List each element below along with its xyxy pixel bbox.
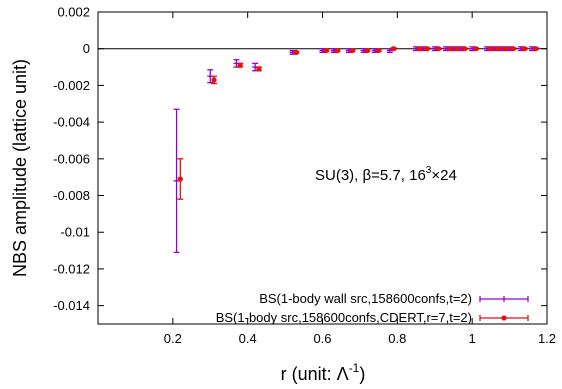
x-tick-label: 0.2 bbox=[164, 331, 182, 346]
beta-symbol: β bbox=[363, 167, 372, 184]
legend: BS(1-body wall src,158600confs,t=2) BS(1… bbox=[216, 291, 528, 325]
y-tick-label: -0.014 bbox=[53, 298, 90, 313]
annotation: SU(3), β=5.7, 163×24 bbox=[315, 165, 457, 184]
y-axis-label: NBS amplitude (lattice unit) bbox=[10, 59, 30, 277]
data-point bbox=[488, 46, 493, 51]
y-tick-label: 0.002 bbox=[57, 5, 90, 20]
data-point bbox=[533, 46, 538, 51]
data-point bbox=[376, 48, 381, 53]
data-point bbox=[335, 48, 340, 53]
legend-label-series-2: BS(1-body src,158600confs,CDERT,r=7,t=2) bbox=[216, 310, 472, 325]
y-tick-label: -0.004 bbox=[53, 115, 90, 130]
legend-label-series-1: BS(1-body wall src,158600confs,t=2) bbox=[259, 291, 472, 306]
data-point bbox=[294, 50, 299, 55]
x-tick-label: 0.6 bbox=[313, 331, 331, 346]
data-point bbox=[256, 66, 261, 71]
y-tick-label: -0.01 bbox=[60, 225, 90, 240]
data-point bbox=[447, 46, 452, 51]
y-tick-label: -0.006 bbox=[53, 151, 90, 166]
x-tick-label: 1 bbox=[469, 331, 476, 346]
data-point bbox=[436, 46, 441, 51]
y-tick-label: -0.008 bbox=[53, 188, 90, 203]
y-tick-label: -0.002 bbox=[53, 78, 90, 93]
y-tick-label: -0.012 bbox=[53, 261, 90, 276]
data-point bbox=[324, 48, 329, 53]
data-point bbox=[496, 46, 501, 51]
data-point bbox=[511, 46, 516, 51]
data-point bbox=[211, 77, 216, 82]
y-tick-label: 0 bbox=[83, 41, 90, 56]
data-point bbox=[350, 48, 355, 53]
data-point bbox=[473, 46, 478, 51]
data-point bbox=[522, 46, 527, 51]
data-point bbox=[238, 63, 243, 68]
data-point bbox=[503, 46, 508, 51]
legend-marker bbox=[501, 315, 506, 320]
series-1 bbox=[174, 47, 535, 253]
x-tick-label: 0.8 bbox=[388, 331, 406, 346]
data-point bbox=[417, 46, 422, 51]
data-point bbox=[391, 46, 396, 51]
data-point bbox=[365, 48, 370, 53]
series-layer bbox=[174, 46, 539, 252]
data-point bbox=[178, 176, 183, 181]
x-tick-label: 1.2 bbox=[538, 331, 556, 346]
x-axis-label: r (unit: Λ-1) bbox=[281, 361, 366, 384]
data-point bbox=[462, 46, 467, 51]
data-point bbox=[455, 46, 460, 51]
data-point bbox=[425, 46, 430, 51]
x-tick-label: 0.4 bbox=[239, 331, 257, 346]
